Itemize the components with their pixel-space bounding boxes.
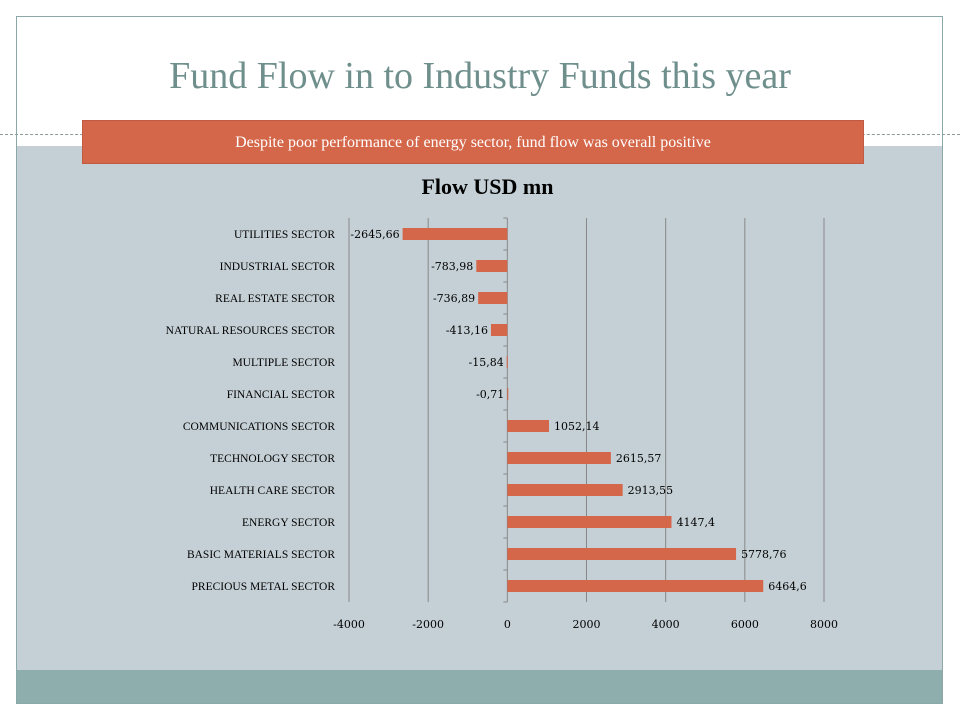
x-tick-label: -4000 (333, 618, 365, 631)
bar (507, 580, 764, 592)
data-label: 2913,55 (628, 484, 674, 497)
x-tick-label: 4000 (652, 618, 680, 631)
category-label: REAL ESTATE SECTOR (215, 293, 335, 305)
bar (507, 452, 611, 464)
bar (476, 260, 508, 272)
bar (402, 228, 508, 240)
category-label: BASIC MATERIALS SECTOR (187, 549, 335, 561)
category-label: FINANCIAL SECTOR (227, 389, 336, 401)
chart-title: Flow USD mn (421, 174, 554, 199)
bar (506, 356, 508, 368)
category-label: HEALTH CARE SECTOR (210, 485, 336, 497)
category-label: COMMUNICATIONS SECTOR (183, 421, 336, 433)
bar (478, 292, 508, 304)
data-label: 1052,14 (554, 420, 600, 433)
data-label: 5778,76 (741, 548, 787, 561)
bar (507, 484, 623, 496)
category-label: MULTIPLE SECTOR (232, 357, 335, 369)
bar (507, 420, 549, 432)
data-label: -0,71 (476, 388, 504, 401)
data-label: 6464,6 (768, 580, 807, 593)
x-tick-label: 6000 (731, 618, 759, 631)
bar (507, 516, 672, 528)
data-label: -2645,66 (350, 228, 399, 241)
slide-frame (16, 16, 943, 704)
bar (507, 388, 509, 400)
category-label: PRECIOUS METAL SECTOR (192, 581, 336, 593)
data-label: -15,84 (468, 356, 503, 369)
category-label: INDUSTRIAL SECTOR (220, 261, 336, 273)
bar (490, 324, 508, 336)
category-label: NATURAL RESOURCES SECTOR (166, 325, 336, 337)
x-tick-label: 2000 (573, 618, 601, 631)
category-label: ENERGY SECTOR (242, 517, 335, 529)
x-tick-label: 0 (504, 618, 511, 631)
x-tick-label: 8000 (810, 618, 838, 631)
data-label: -413,16 (446, 324, 488, 337)
category-label: UTILITIES SECTOR (234, 229, 335, 241)
data-label: -736,89 (433, 292, 475, 305)
slide-title: Fund Flow in to Industry Funds this year (169, 55, 791, 97)
data-label: -783,98 (431, 260, 473, 273)
x-tick-label: -2000 (412, 618, 444, 631)
category-label: TECHNOLOGY SECTOR (210, 453, 335, 465)
bar (507, 548, 737, 560)
footer-band (17, 670, 942, 703)
subtitle-banner: Despite poor performance of energy secto… (82, 120, 864, 164)
data-label: 2615,57 (616, 452, 662, 465)
data-label: 4147,4 (677, 516, 716, 529)
